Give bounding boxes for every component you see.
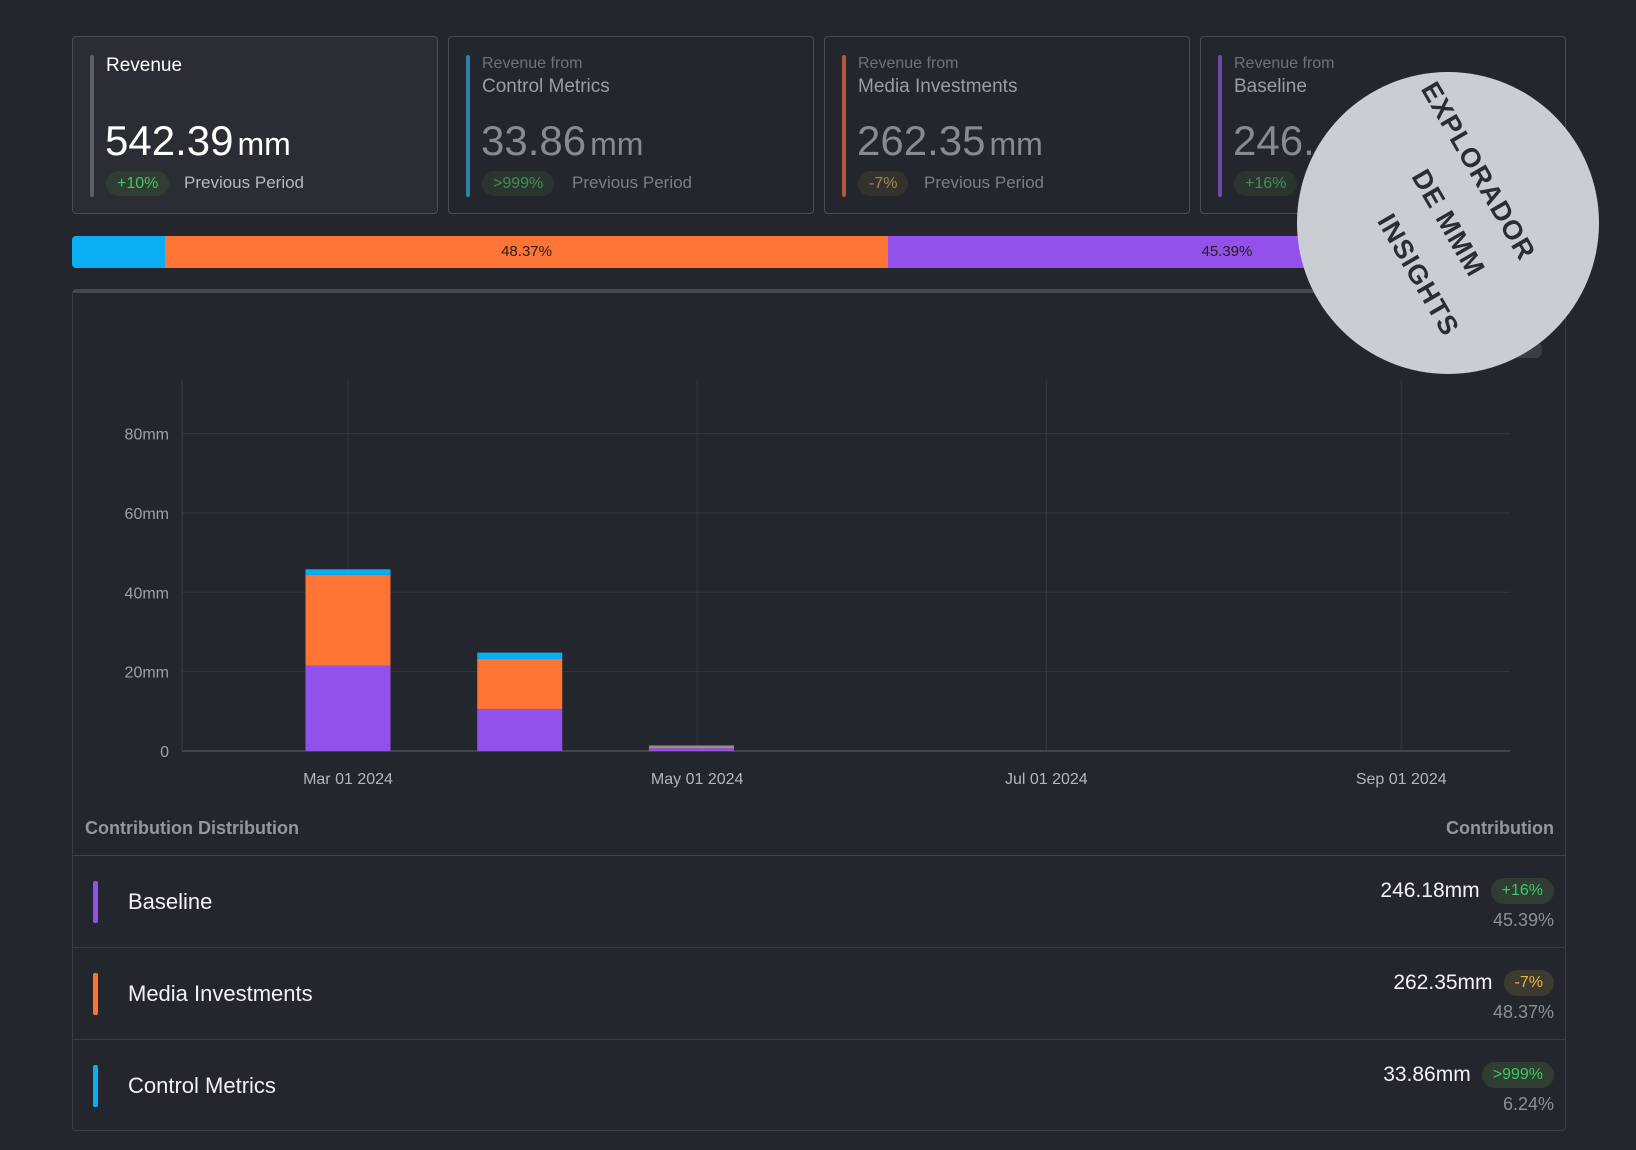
kpi-card-revenue[interactable]: Revenue 542.39 mm +10% Previous Period: [72, 36, 438, 214]
card-title: Revenue: [106, 55, 183, 76]
distribution-row-control-metrics[interactable]: Control Metrics 33.86mm >999% 6.24%: [72, 1040, 1566, 1132]
row-contribution: 246.18mm +16% 45.39%: [1380, 878, 1554, 931]
x-tick-label: Sep 01 2024: [1356, 771, 1447, 788]
contribution-share-bar: 48.37% 45.39%: [72, 236, 1566, 268]
distribution-row-baseline[interactable]: Baseline 246.18mm +16% 45.39%: [72, 856, 1566, 948]
bar-segment-control: [648, 745, 734, 747]
y-tick-label: 60mm: [125, 506, 169, 523]
card-title: Baseline: [1234, 76, 1307, 97]
row-percentage: 6.24%: [1502, 1094, 1554, 1114]
y-tick-label: 80mm: [125, 427, 169, 444]
card-value: 246.: [1233, 117, 1315, 164]
row-contribution: 33.86mm >999% 6.24%: [1383, 1062, 1554, 1115]
compare-label: Previous Period: [924, 173, 1045, 192]
card-accent-bar: [466, 55, 470, 197]
distribution-column-header: Contribution: [1446, 818, 1554, 838]
card-prefix: Revenue from: [482, 55, 583, 72]
card-title: Control Metrics: [482, 76, 610, 97]
row-value: 262.35mm: [1393, 971, 1493, 994]
compare-label: Previous Period: [572, 173, 693, 192]
row-percentage: 48.37%: [1492, 1002, 1554, 1022]
y-tick-label: 0: [160, 744, 169, 761]
bar-segment-media: [648, 745, 734, 749]
change-badge: +10%: [106, 171, 170, 196]
chart-panel: [72, 289, 1566, 1131]
kpi-card-media-investments[interactable]: Revenue from Media Investments 262.35 mm …: [824, 36, 1190, 214]
y-tick-label: 40mm: [125, 585, 169, 602]
x-tick-label: May 01 2024: [651, 771, 744, 788]
bar-segment-baseline: [648, 748, 734, 751]
bar-segment-baseline: [477, 708, 563, 751]
row-name: Control Metrics: [128, 1073, 276, 1098]
card-value: 542.39 mm: [105, 117, 291, 164]
row-name: Media Investments: [128, 981, 313, 1006]
row-name: Baseline: [128, 889, 213, 914]
card-title: Media Investments: [858, 76, 1018, 97]
row-contribution: 262.35mm -7% 48.37%: [1393, 970, 1554, 1023]
row-value: 33.86mm: [1383, 1063, 1471, 1086]
bar-segment-control: [305, 569, 391, 575]
row-change-badge: +16%: [1490, 878, 1554, 904]
card-accent-bar: [1218, 55, 1222, 197]
card-value: 262.35 mm: [857, 117, 1043, 164]
x-tick-label: Jul 01 2024: [1005, 771, 1088, 788]
row-color-bar: [93, 1065, 98, 1107]
card-prefix: Revenue from: [858, 55, 959, 72]
distribution-header: Contribution Distribution Contribution: [72, 818, 1566, 856]
share-segment-media: 48.37%: [165, 236, 888, 268]
share-segment-control: [72, 236, 166, 268]
row-color-bar: [93, 881, 98, 923]
distribution-title: Contribution Distribution: [85, 818, 299, 838]
stacked-bar-chart: 0 20mm 40mm 60mm 80mm Mar 01 2024 May 01 2024 J…: [125, 380, 1510, 788]
row-color-bar: [93, 973, 98, 1015]
row-value: 246.18mm: [1380, 879, 1480, 902]
bar-segment-baseline: [305, 665, 391, 751]
change-badge: -7%: [858, 171, 909, 196]
row-change-badge: -7%: [1503, 970, 1554, 996]
bar-segment-media: [477, 658, 563, 709]
stamp-text: EXPLORADOR DE MMM INSIGHTS: [1371, 76, 1542, 342]
change-badge: >999%: [482, 171, 555, 196]
change-badge: +16%: [1234, 171, 1298, 196]
bar-segment-control: [477, 652, 563, 659]
row-change-badge: >999%: [1481, 1062, 1554, 1088]
watermark-stamp: EXPLORADOR DE MMM INSIGHTS: [1297, 72, 1599, 374]
card-accent-bar: [842, 55, 846, 197]
distribution-row-media-investments[interactable]: Media Investments 262.35mm -7% 48.37%: [72, 948, 1566, 1040]
x-tick-label: Mar 01 2024: [303, 771, 393, 788]
kpi-card-control-metrics[interactable]: Revenue from Control Metrics 33.86 mm >99…: [448, 36, 814, 214]
y-tick-label: 20mm: [125, 665, 169, 682]
bar-segment-media: [305, 574, 391, 666]
card-value: 33.86 mm: [481, 117, 644, 164]
card-prefix: Revenue from: [1234, 55, 1335, 72]
row-percentage: 45.39%: [1492, 910, 1554, 930]
compare-label: Previous Period: [184, 173, 305, 192]
card-accent-bar: [90, 55, 94, 197]
